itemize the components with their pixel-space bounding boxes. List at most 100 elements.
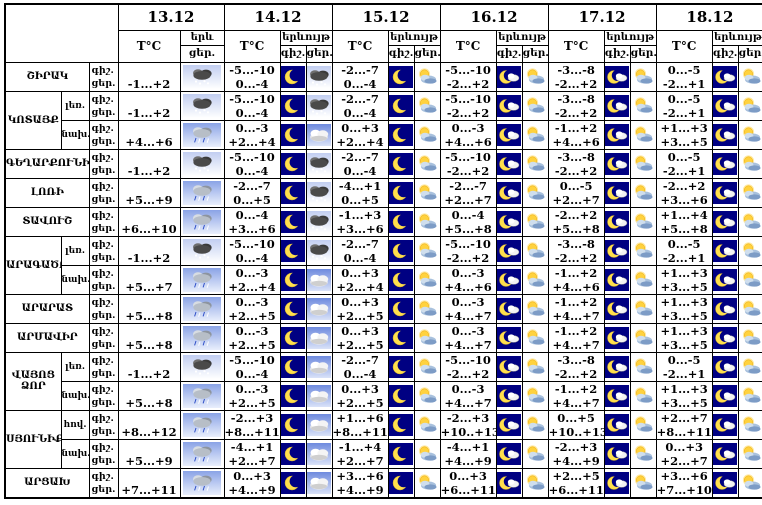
day-weather-icon-cell <box>737 90 762 121</box>
night-header: գիշ. <box>387 44 415 63</box>
day-weather-icon-cell <box>179 235 225 266</box>
night-weather-icon-cell <box>711 351 739 382</box>
table-row: ԳԵՂԱՐՔՈՒՆԻՔգիշ.ցեր. -1...+2-5...-100...-… <box>4 148 762 179</box>
night-temp: -3...-8 <box>557 236 595 251</box>
moon-icon <box>281 239 306 262</box>
temperature-cell: -1...+2 +4...+7 <box>547 380 605 411</box>
night-temp: 0...-3 <box>235 381 269 396</box>
night-weather-icon-cell <box>279 293 307 324</box>
day-weather-icon-cell <box>629 90 657 121</box>
sun-cloud-icon <box>415 384 440 407</box>
night-temp <box>119 353 179 367</box>
temperature-cell: 0...-3 +2...+5 <box>223 322 281 353</box>
night-temp: 0...+3 <box>665 439 703 454</box>
day-temp: 0...-4 <box>235 366 269 381</box>
subheader-row-bottom: ցեր. գիշ. ցեր. գիշ. ցեր. գիշ. ցեր. գիշ. … <box>5 44 762 63</box>
day-weather-icon-cell <box>629 61 657 92</box>
moon-icon <box>281 123 306 146</box>
moon-icon <box>389 471 414 494</box>
day-weather-icon-cell <box>305 235 333 266</box>
moon-cloud-icon <box>605 355 630 378</box>
temp-header: T°C <box>117 29 181 63</box>
moon-icon <box>281 384 306 407</box>
sun-cloud-icon <box>631 152 656 175</box>
sun-cloud-icon <box>739 442 762 465</box>
temperature-cell: +5...+9 <box>117 177 181 208</box>
night-temp: 0...-3 <box>451 381 485 396</box>
day-weather-icon-cell <box>737 409 762 440</box>
day-label: ցեր. <box>91 280 116 292</box>
night-temp: +2...+7 <box>660 410 708 425</box>
rain-cloud-icon <box>183 383 221 408</box>
night-temp: -4...+1 <box>230 439 274 454</box>
night-label: գիշ. <box>91 354 114 366</box>
moon-cloud-icon <box>497 94 522 117</box>
night-weather-icon-cell <box>603 90 631 121</box>
night-temp: -2...+3 <box>446 410 490 425</box>
night-temp: -2...+2 <box>554 207 598 222</box>
night-temp: -3...-8 <box>557 62 595 77</box>
day-temp: -2...+1 <box>662 163 706 178</box>
day-temp: +6...+11 <box>548 482 604 497</box>
temperature-cell: 0...+3 +4...+9 <box>223 467 281 498</box>
night-temp: 0...+3 <box>449 468 487 483</box>
sun-cloud-icon <box>739 152 762 175</box>
night-weather-icon-cell <box>711 119 739 150</box>
day-weather-icon-cell <box>179 322 225 353</box>
night-label: գիշ. <box>91 441 114 453</box>
temperature-cell: -3...-8 -2...+2 <box>547 61 605 92</box>
cloud-icon <box>307 123 332 146</box>
sun-cloud-icon <box>415 152 440 175</box>
day-weather-icon-cell <box>521 467 549 498</box>
day-temp: +5...+8 <box>125 308 173 323</box>
phenomenon-header: երև <box>179 29 225 46</box>
day-temp: +4...+9 <box>444 453 492 468</box>
day-weather-icon-cell <box>737 293 762 324</box>
night-temp: 0...+3 <box>341 381 379 396</box>
subregion-label: նախ. <box>60 264 90 295</box>
night-temp: 0...+5 <box>557 410 595 425</box>
sun-cloud-icon <box>523 268 548 291</box>
day-weather-icon-cell <box>413 119 441 150</box>
night-weather-icon-cell <box>711 409 739 440</box>
night-temp <box>119 382 179 396</box>
day-weather-icon-cell <box>737 438 762 469</box>
night-weather-icon-cell <box>603 235 631 266</box>
table-header: 13.12 14.12 15.12 16.12 17.12 18.12 T°C … <box>4 3 762 63</box>
night-temp: -1...+3 <box>338 207 382 222</box>
day-label: ցեր. <box>91 367 116 379</box>
subregion-label: նախ. <box>60 380 90 411</box>
temperature-cell: -2...+3 +8...+11 <box>223 409 281 440</box>
day-weather-icon-cell <box>413 148 441 179</box>
date-header-2: 14.12 <box>223 3 333 31</box>
temperature-cell: +1...+4 +5...+8 <box>655 206 713 237</box>
sun-cloud-icon <box>415 326 440 349</box>
day-temp: 0...-4 <box>235 163 269 178</box>
night-weather-icon-cell <box>387 264 415 295</box>
day-temp: +2...+5 <box>228 395 276 410</box>
day-weather-icon-cell <box>305 438 333 469</box>
temperature-cell: +1...+6 +8...+11 <box>331 409 389 440</box>
day-label: ցեր. <box>91 396 116 408</box>
temperature-cell: -2...+3 +10..+13 <box>439 409 497 440</box>
moon-cloud-icon <box>713 326 738 349</box>
temperature-cell: +2...+5 +6...+11 <box>547 467 605 498</box>
day-weather-icon-cell <box>521 235 549 266</box>
moon-icon <box>281 65 306 88</box>
temp-header: T°C <box>223 29 281 63</box>
day-temp: 0...-4 <box>343 250 377 265</box>
night-temp <box>119 121 179 135</box>
temperature-cell: +5...+8 <box>117 380 181 411</box>
snow-cloud-icon <box>183 238 221 263</box>
moon-cloud-icon <box>497 355 522 378</box>
day-temp: +4...+6 <box>444 134 492 149</box>
day-weather-icon-cell <box>413 206 441 237</box>
night-temp: +1...+3 <box>660 381 708 396</box>
phenomenon-header: երևույթ <box>387 29 441 46</box>
day-label: ցեր. <box>91 309 116 321</box>
night-label: գիշ. <box>91 93 114 105</box>
day-weather-icon-cell <box>305 61 333 92</box>
night-temp: -5...-10 <box>445 149 491 164</box>
night-temp: +3...+6 <box>660 468 708 483</box>
temperature-cell: +5...+8 <box>117 293 181 324</box>
